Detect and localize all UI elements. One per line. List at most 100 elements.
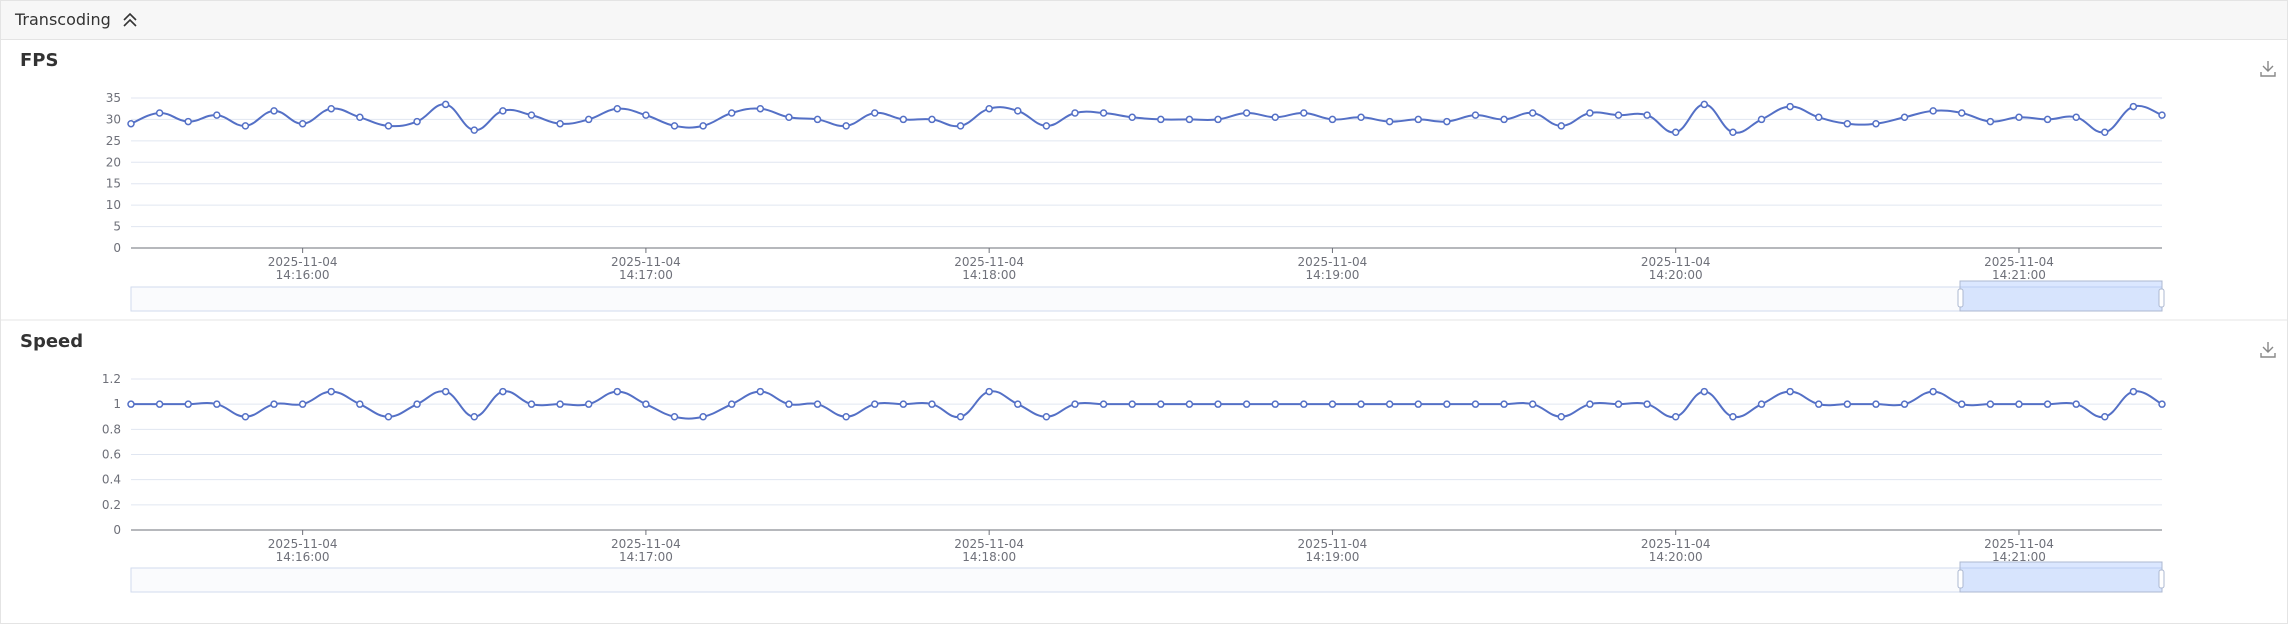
data-point [1157,400,1165,408]
data-point [2129,387,2138,396]
data-point [670,413,679,421]
y-tick-label: 20 [106,155,121,169]
data-point [1300,109,1308,117]
data-point [1357,400,1365,408]
y-tick-label: 1.2 [102,372,121,386]
data-point [499,387,507,396]
data-point [1872,400,1880,408]
data-point [613,104,622,113]
data-point [727,400,736,408]
data-point [413,117,421,126]
zoom-slider[interactable] [130,567,2163,593]
data-point [1042,413,1051,421]
data-point [1986,117,1995,126]
data-point [1414,400,1423,408]
data-point [1385,400,1394,408]
data-point [756,104,765,113]
data-point [785,113,793,122]
y-tick-label: 5 [113,220,121,234]
data-point [1214,400,1222,408]
data-point [1185,115,1194,124]
data-point [127,119,135,128]
data-point [1042,122,1051,130]
x-tick-label: 2025-11-04 14:16:00 [268,537,338,564]
data-point [2072,400,2080,408]
data-point [1757,400,1766,408]
data-point [1271,400,1279,408]
zoom-handle[interactable] [2158,288,2165,308]
zoom-handle[interactable] [1957,569,1964,589]
data-point [1700,387,1709,396]
x-tick-label: 2025-11-04 14:17:00 [611,255,681,282]
y-tick-label: 25 [106,134,121,148]
data-point [1242,400,1251,408]
data-point [1729,128,1737,137]
zoom-window[interactable] [1959,561,2163,593]
data-point [1757,115,1766,124]
y-tick-label: 0.8 [102,422,121,436]
data-point [327,387,335,396]
data-point [1843,119,1852,128]
data-point [1443,117,1451,126]
data-point [1071,400,1079,408]
section-header[interactable] [0,0,2288,40]
data-point [298,119,307,128]
data-point [642,400,650,408]
y-tick-label: 35 [106,91,121,105]
data-point [1500,400,1508,408]
data-point [2158,111,2166,119]
data-point [1958,109,1966,117]
data-point [613,387,622,396]
data-point [642,111,650,119]
data-point [2015,400,2023,408]
zoom-handle[interactable] [1957,288,1964,308]
data-point [1414,115,1423,124]
x-tick-label: 2025-11-04 14:16:00 [268,255,338,282]
y-tick-label: 0.6 [102,448,121,462]
chart-title: Speed [20,331,83,352]
x-tick-label: 2025-11-04 14:21:00 [1984,537,2054,564]
data-point [670,122,679,130]
data-point [1586,400,1594,408]
data-point [1528,400,1537,408]
zoom-window[interactable] [1959,280,2163,312]
data-point [956,413,965,421]
y-tick-label: 0.2 [102,498,121,512]
download-icon[interactable] [2260,342,2276,358]
data-point [356,400,364,408]
data-point [785,400,793,408]
data-point [556,400,564,408]
data-point [756,387,765,396]
data-point [1328,115,1337,124]
collapse-icon[interactable] [123,12,137,27]
data-point [928,400,936,408]
zoom-slider[interactable] [130,286,2163,312]
x-tick-label: 2025-11-04 14:21:00 [1984,255,2054,282]
data-point [1099,109,1108,117]
download-icon[interactable] [2260,61,2276,77]
data-point [1500,115,1508,124]
data-point [384,122,393,130]
data-point [985,104,993,113]
data-point [1014,400,1022,408]
data-point [413,400,421,408]
data-point [1900,113,1909,122]
data-point [2129,102,2138,111]
data-point [813,400,822,408]
data-point [1958,400,1966,408]
data-point [270,400,278,408]
data-point [155,400,164,408]
data-point [584,115,593,124]
data-point [956,122,965,130]
x-tick-label: 2025-11-04 14:17:00 [611,537,681,564]
data-point [1157,115,1165,124]
data-point [1900,400,1909,408]
data-point [1557,413,1566,421]
data-point [870,109,879,117]
zoom-handle[interactable] [2158,569,2165,589]
data-point [213,111,221,119]
data-point [1671,128,1680,137]
data-point [384,413,393,421]
data-point [1099,400,1108,408]
data-point [1614,111,1623,119]
